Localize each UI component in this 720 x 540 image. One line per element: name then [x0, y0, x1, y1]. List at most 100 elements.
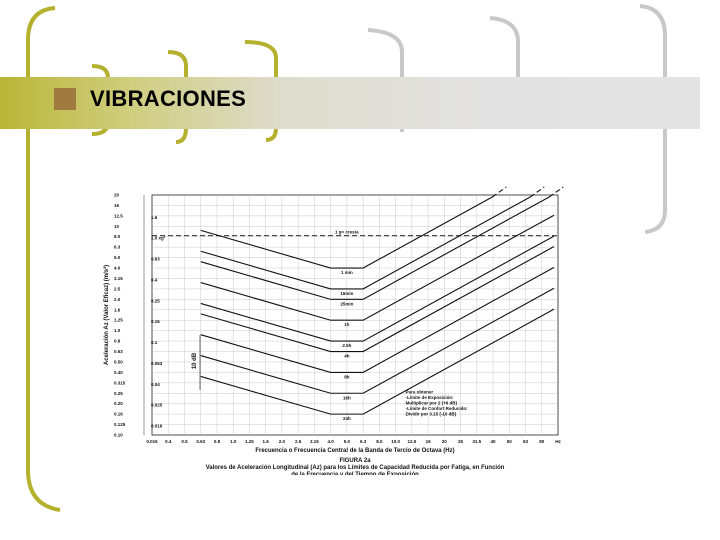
x-tick-label: 40: [491, 439, 497, 444]
curve-extension: [548, 186, 564, 198]
note-line: -Límite de Confort Reducido:: [406, 406, 468, 411]
slide-title: VIBRACIONES: [90, 86, 247, 111]
y-tick-label: 0.16: [114, 412, 123, 417]
title-bullet-square: [54, 88, 76, 110]
y-tick-label: 4.0: [114, 266, 121, 271]
x-tick-label: 50: [507, 439, 513, 444]
y-tick-label: 2.0: [114, 297, 121, 302]
curve-label: 1h: [344, 322, 350, 327]
curve-extension: [529, 186, 545, 198]
x-tick-label: 0.016: [146, 439, 158, 444]
caption-line-1: Valores de Aceleración Longitudinal (Az)…: [206, 465, 505, 471]
curve-line: [200, 266, 555, 373]
curve-label: 1 min: [341, 270, 353, 275]
x-tick-label: 0.8: [214, 439, 221, 444]
x-tick-label: 1.6: [263, 439, 270, 444]
g-scale-label: 0.063: [151, 361, 163, 366]
curve-label: 4h: [344, 354, 350, 359]
curve-label: 25min: [340, 301, 353, 306]
note-line: -Límite de Exposición:: [406, 395, 455, 400]
y-tick-label: 2.5: [114, 286, 121, 291]
curve-extension: [491, 186, 507, 198]
curve-label: 8h: [344, 374, 350, 379]
g-scale-label: 0.016: [151, 424, 163, 429]
g-scale-label: 1.6: [151, 215, 158, 220]
x-tick-label: 3.15: [310, 439, 319, 444]
x-tick-label: 20: [442, 439, 448, 444]
y-tick-label: 5.0: [114, 255, 121, 260]
curve-line: [200, 196, 550, 300]
curve-line: [200, 214, 555, 321]
y-tick-label: 1.25: [114, 318, 123, 323]
x-tick-label: 12.5: [407, 439, 416, 444]
g-scale-label: 0.1: [151, 340, 158, 345]
y-tick-label: 6.3: [114, 245, 121, 250]
note-line: Dividir por 3.15 (-10 dB): [406, 411, 457, 416]
g-scale-label: 0.4: [151, 277, 158, 282]
figure-label: FIGURA 2a: [339, 458, 371, 464]
y-tick-label: 20: [114, 193, 120, 198]
y-tick-label: 0.40: [114, 370, 123, 375]
curve-label: 16h: [343, 395, 351, 400]
x-tick-label: 2.0: [279, 439, 286, 444]
x-tick-label: 80: [539, 439, 545, 444]
y-tick-label: 12.5: [114, 213, 123, 218]
y-tick-label: 0.63: [114, 349, 123, 354]
plot-frame: [151, 194, 559, 436]
vibration-chart: 20 16 12.5 10 8.0 6.3 5.0 4.0 3.15 2.5 2.0 1.6 1.25 1…: [100, 185, 570, 475]
y-inner-label: 10 dB: [192, 352, 198, 369]
x-tick-label: 8.0: [376, 439, 383, 444]
y-tick-label: 0.8: [114, 339, 121, 344]
curve-label: 2.5h: [342, 343, 351, 348]
curve-line: [200, 246, 555, 353]
bracket-decoration-5: [489, 16, 520, 128]
g-scale-label: 0.63: [151, 257, 160, 262]
curve-line: [200, 287, 555, 394]
x-tick-label: 2.5: [295, 439, 302, 444]
y-tick-label: 10: [114, 224, 120, 229]
reference-line-label: 1 g= cresta: [335, 230, 359, 235]
x-tick-label: Hz: [555, 439, 561, 444]
curve-line: [200, 196, 493, 269]
x-tick-label: 1.0: [230, 439, 237, 444]
note-line: Para obtener: [406, 389, 434, 394]
g-scale-label: 0.25: [151, 298, 160, 303]
x-axis-label: Frecuencia o Frecuencia Central de la Ba…: [255, 448, 454, 454]
x-tick-label: 6.3: [360, 439, 367, 444]
x-tick-label: 16: [426, 439, 432, 444]
curve-line: [200, 308, 555, 415]
title-band: [0, 77, 700, 129]
g-scale-label: 1.0 xg²: [151, 236, 166, 241]
caption-line-2: de la Frecuencia y del Tiempo de Exposic…: [291, 472, 419, 475]
g-scale-label: 0.04: [151, 382, 160, 387]
y-tick-label: 1.0: [114, 328, 121, 333]
curve-line: [200, 196, 531, 290]
x-tick-label: 10.0: [391, 439, 400, 444]
y-tick-label: 16: [114, 203, 120, 208]
y-tick-label: 0.125: [114, 422, 126, 427]
y-tick-label: 3.15: [114, 276, 123, 281]
x-tick-label: 63: [523, 439, 529, 444]
curve-line: [200, 235, 555, 342]
x-tick-label: 31.5: [472, 439, 481, 444]
note-line: Multiplicar por 2 (+6 dB): [406, 400, 458, 405]
x-tick-label: 4.0: [328, 439, 335, 444]
x-tick-label: 0.5: [181, 439, 188, 444]
x-tick-label: 0.4: [165, 439, 172, 444]
y-tick-label: 0.20: [114, 401, 123, 406]
x-tick-label: 25: [458, 439, 464, 444]
x-tick-label: 1.25: [245, 439, 254, 444]
left-bracket-decoration: [26, 6, 61, 512]
g-scale-label: 0.16: [151, 319, 160, 324]
curve-label: 16min: [340, 291, 353, 296]
g-scale-label: 0.025: [151, 403, 163, 408]
bracket-decoration-4: [367, 28, 404, 132]
y-tick-label: 1.6: [114, 307, 121, 312]
y-tick-label: 0.315: [114, 380, 126, 385]
y-tick-label: 8.0: [114, 234, 121, 239]
y-tick-label: 0.25: [114, 391, 123, 396]
y-axis-label: Aceleración Az (Valor Eficaz) (m/s²): [103, 265, 110, 365]
curve-label: 24h: [343, 416, 351, 421]
x-tick-label: 0.63: [196, 439, 205, 444]
x-tick-label: 5.0: [344, 439, 351, 444]
